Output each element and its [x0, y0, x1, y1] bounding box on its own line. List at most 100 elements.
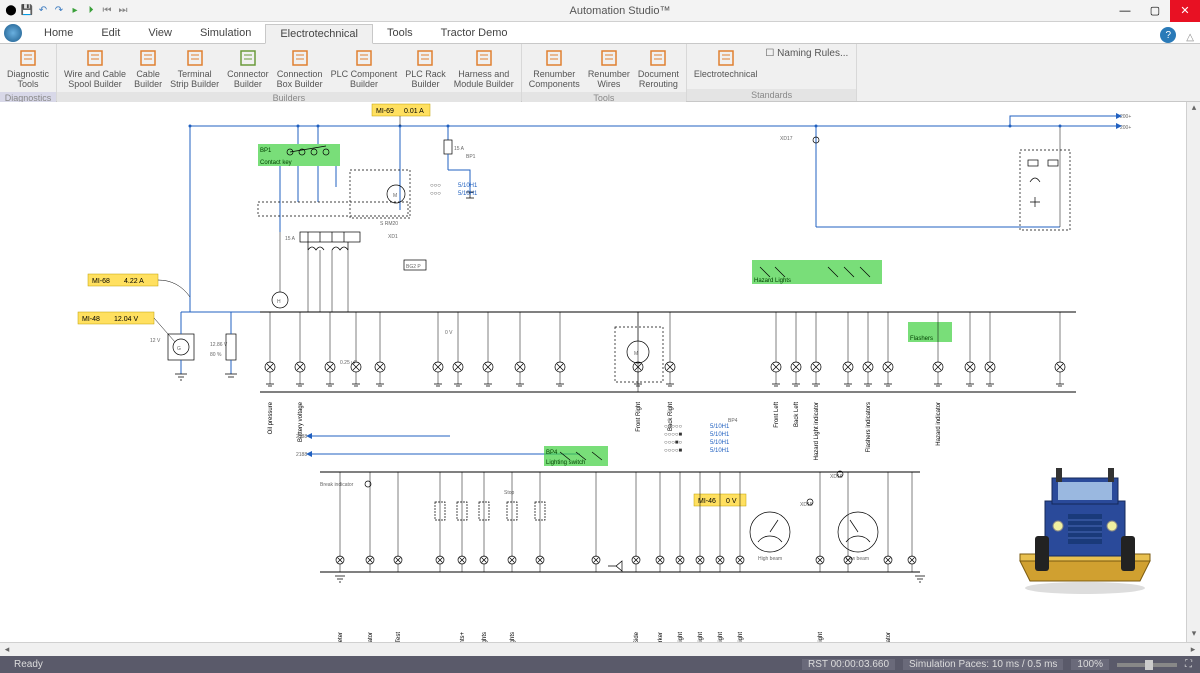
svg-text:○○○: ○○○: [430, 191, 441, 197]
scroll-right-icon[interactable]: ▸: [1186, 643, 1200, 657]
svg-text:5/10H1: 5/10H1: [710, 432, 730, 438]
svg-text:S RM20: S RM20: [380, 221, 398, 227]
svg-text:2188: 2188: [296, 434, 307, 440]
svg-text:Hazard Lights: Hazard Lights: [482, 632, 488, 642]
svg-text:Hazard Light indicator: Hazard Light indicator: [814, 402, 820, 460]
ribbon-group-standards: Electrotechnical ☐ Naming Rules...Standa…: [687, 44, 858, 101]
tab-electrotechnical[interactable]: Electrotechnical: [265, 24, 373, 44]
ribbon-btn-document[interactable]: DocumentRerouting: [635, 46, 682, 92]
svg-text:MI-68: MI-68: [92, 278, 110, 285]
ribbon-btn-connection[interactable]: ConnectionBox Builder: [274, 46, 326, 92]
ribbon-btn-renumber[interactable]: RenumberComponents: [526, 46, 583, 92]
play-icon[interactable]: ▸: [68, 4, 82, 18]
svg-text:Fog Lights: Fog Lights: [510, 632, 516, 642]
svg-text:BP1: BP1: [260, 148, 272, 154]
svg-text:15 A: 15 A: [285, 236, 296, 242]
maximize-button[interactable]: ▢: [1140, 0, 1170, 22]
undo-icon[interactable]: ↶: [36, 4, 50, 18]
svg-text:0 V: 0 V: [726, 498, 737, 505]
svg-text:XD1: XD1: [388, 234, 398, 240]
svg-text:Speedometer: Speedometer: [338, 632, 344, 642]
scroll-left-icon[interactable]: ◂: [0, 643, 14, 657]
app-logo-icon[interactable]: [4, 24, 22, 42]
svg-text:15 A: 15 A: [454, 146, 465, 152]
svg-text:R.R Night Light: R.R Night Light: [738, 632, 744, 642]
redo-icon[interactable]: ↷: [52, 4, 66, 18]
vertical-scrollbar[interactable]: ▴ ▾: [1186, 102, 1200, 642]
ribbon-btn-terminal[interactable]: TerminalStrip Builder: [167, 46, 222, 92]
ribbon-group-diagnostics: DiagnosticToolsDiagnostics: [0, 44, 57, 101]
zoom-slider[interactable]: [1117, 663, 1177, 667]
ribbon-btn-cable[interactable]: CableBuilder: [131, 46, 165, 92]
svg-text:Flashers indicators: Flashers indicators: [866, 402, 872, 452]
ribbon-btn-diagnostic[interactable]: DiagnosticTools: [4, 46, 52, 92]
svg-text:F.R Night Light: F.R Night Light: [698, 632, 704, 642]
svg-text:○○○■○: ○○○■○: [664, 440, 682, 446]
tab-home[interactable]: Home: [30, 24, 87, 43]
svg-text:Hazard indicator: Hazard indicator: [936, 402, 942, 446]
window-title: Automation Studio™: [130, 5, 1110, 17]
save-icon[interactable]: 💾: [20, 4, 34, 18]
ribbon-btn--[interactable]: ☐ Naming Rules...: [762, 46, 852, 89]
close-button[interactable]: ✕: [1170, 0, 1200, 22]
tab-tools[interactable]: Tools: [373, 24, 427, 43]
svg-text:5/10H1: 5/10H1: [458, 191, 478, 197]
svg-text:Flashers: Flashers: [910, 336, 933, 342]
svg-text:Hazard Lights+: Hazard Lights+: [460, 632, 466, 642]
svg-text:Side: Side: [634, 631, 640, 642]
svg-text:Right: Right: [818, 632, 824, 642]
prev-icon[interactable]: ⏮: [100, 4, 114, 18]
svg-text:BP4: BP4: [728, 418, 738, 424]
svg-text:High beam: High beam: [758, 556, 782, 562]
svg-text:Oil pressure: Oil pressure: [268, 401, 274, 434]
tab-view[interactable]: View: [134, 24, 186, 43]
app-icon: ⬤: [4, 4, 18, 18]
svg-text:BP4: BP4: [546, 450, 558, 456]
svg-text:BP1: BP1: [466, 154, 476, 160]
window-controls: — ▢ ✕: [1110, 0, 1200, 22]
svg-text:0.01 A: 0.01 A: [404, 108, 424, 115]
ribbon-btn-renumber[interactable]: RenumberWires: [585, 46, 633, 92]
svg-text:Stop: Stop: [504, 490, 515, 496]
svg-text:MI-48: MI-48: [82, 316, 100, 323]
svg-text:12.86 V: 12.86 V: [210, 342, 228, 348]
tab-tractor-demo[interactable]: Tractor Demo: [427, 24, 522, 43]
ribbon-btn-wire-and-cable[interactable]: Wire and CableSpool Builder: [61, 46, 129, 92]
schematic-canvas[interactable]: 200+ 200+ MI-69 0.01 A BP1 Contact key: [0, 102, 1186, 642]
hazard-lights-switch-b[interactable]: [820, 260, 882, 284]
next-icon[interactable]: ⏭: [116, 4, 130, 18]
svg-text:5/10H1: 5/10H1: [710, 440, 730, 446]
collapse-ribbon-icon[interactable]: △: [1186, 32, 1194, 43]
signal-label: 200+: [1120, 114, 1131, 120]
ribbon-btn-harness-and[interactable]: Harness andModule Builder: [451, 46, 517, 92]
svg-text:Front Right: Front Right: [636, 402, 642, 432]
svg-text:Break indicator Test: Break indicator Test: [396, 632, 402, 642]
ribbon-btn-plc-component[interactable]: PLC ComponentBuilder: [328, 46, 401, 92]
svg-text:2188: 2188: [296, 452, 307, 458]
svg-text:Contact key: Contact key: [260, 160, 292, 166]
svg-text:F.L Night Light: F.L Night Light: [678, 632, 684, 642]
help-icon[interactable]: ?: [1160, 27, 1176, 43]
quick-access-toolbar: ⬤ 💾 ↶ ↷ ▸ ⏵ ⏮ ⏭: [0, 4, 130, 18]
tab-simulation[interactable]: Simulation: [186, 24, 265, 43]
svg-text:5/10H1: 5/10H1: [710, 424, 730, 430]
svg-text:G: G: [177, 346, 181, 352]
ribbon-btn-connector[interactable]: ConnectorBuilder: [224, 46, 272, 92]
status-rst: RST 00:00:03.660: [802, 659, 895, 670]
svg-text:Break indicator: Break indicator: [368, 632, 374, 642]
minimize-button[interactable]: —: [1110, 0, 1140, 22]
svg-text:○○○○■: ○○○○■: [664, 448, 682, 454]
horizontal-scrollbar[interactable]: ◂ ▸: [0, 642, 1200, 656]
status-bar: Ready RST 00:00:03.660 Simulation Paces:…: [0, 656, 1200, 673]
svg-text:H: H: [277, 299, 281, 305]
svg-text:MI-69: MI-69: [376, 108, 394, 115]
ribbon-group-tools: RenumberComponentsRenumberWiresDocumentR…: [522, 44, 687, 101]
ribbon-btn-electrotechnical[interactable]: Electrotechnical: [691, 46, 761, 89]
ribbon-btn-plc-rack[interactable]: PLC RackBuilder: [402, 46, 449, 92]
step-icon[interactable]: ⏵: [84, 4, 98, 18]
zoom-fit-icon[interactable]: ⛶: [1185, 659, 1192, 670]
svg-text:M: M: [393, 193, 397, 199]
svg-text:4.22 A: 4.22 A: [124, 278, 144, 285]
svg-text:M: M: [634, 351, 638, 357]
tab-edit[interactable]: Edit: [87, 24, 134, 43]
